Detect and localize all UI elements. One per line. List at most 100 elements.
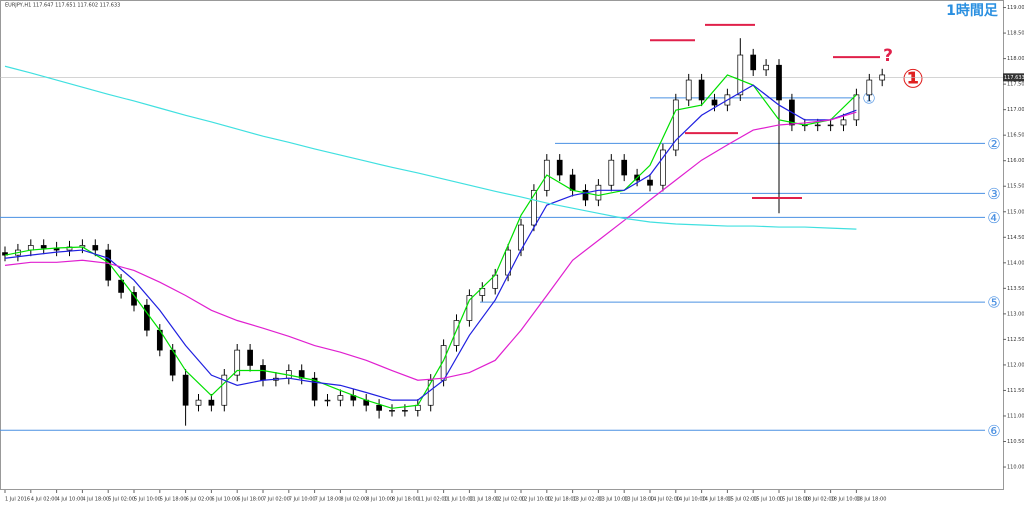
x-tick-label: 4 Jul 18:00 bbox=[82, 497, 109, 503]
candle-body bbox=[608, 159, 615, 186]
y-tick-label: 119.000 bbox=[1007, 5, 1024, 11]
candle-body bbox=[376, 404, 382, 411]
candle-body bbox=[595, 184, 602, 201]
candle-body bbox=[840, 119, 847, 126]
candle-body bbox=[389, 410, 395, 412]
x-tick-label: 13 Jul 18:00 bbox=[624, 497, 654, 503]
y-tick-label: 117.500 bbox=[1007, 82, 1024, 88]
x-tick-label: 4 Jul 10:00 bbox=[57, 497, 84, 503]
x-tick-label: 18 Jul 02:00 bbox=[805, 497, 835, 503]
level-label: ③ bbox=[987, 185, 1000, 203]
x-tick-label: 5 Jul 18:00 bbox=[160, 497, 187, 503]
candle-body bbox=[311, 377, 318, 401]
candle-body bbox=[621, 159, 628, 176]
candle-body bbox=[763, 64, 769, 71]
candle-body bbox=[466, 295, 473, 321]
x-tick-label: 11 Jul 18:00 bbox=[469, 497, 499, 503]
candle-body bbox=[324, 399, 331, 402]
y-tick-label: 115.000 bbox=[1007, 209, 1024, 215]
level-label: ④ bbox=[987, 209, 1000, 227]
x-tick-label: 5 Jul 02:00 bbox=[108, 497, 135, 503]
candle-body bbox=[531, 189, 537, 226]
last-price-label: 117.633 bbox=[1004, 75, 1024, 81]
y-tick-label: 110.000 bbox=[1007, 465, 1024, 471]
candle-body bbox=[737, 54, 744, 96]
scenario-marker: ① bbox=[902, 65, 924, 95]
y-tick-label: 112.500 bbox=[1007, 337, 1024, 343]
y-tick-label: 114.000 bbox=[1007, 260, 1024, 266]
moving-average bbox=[4, 65, 857, 230]
y-tick-label: 116.000 bbox=[1007, 158, 1024, 164]
y-tick-label: 116.500 bbox=[1007, 133, 1024, 139]
candle-body bbox=[685, 79, 692, 101]
x-tick-label: 12 Jul 02:00 bbox=[495, 497, 525, 503]
timeframe-annotation: 1時間足 bbox=[946, 2, 999, 19]
candle-body bbox=[221, 374, 228, 406]
x-tick-label: 6 Jul 02:00 bbox=[186, 497, 213, 503]
x-tick-label: 13 Jul 02:00 bbox=[573, 497, 603, 503]
x-tick-label: 7 Jul 02:00 bbox=[263, 497, 290, 503]
x-tick-label: 14 Jul 10:00 bbox=[676, 497, 706, 503]
candle-body bbox=[234, 349, 241, 376]
moving-average bbox=[4, 74, 857, 409]
candle-body bbox=[827, 124, 834, 127]
y-tick-label: 117.000 bbox=[1007, 107, 1024, 113]
candle-body bbox=[92, 245, 99, 251]
x-tick-label: 11 Jul 10:00 bbox=[444, 497, 474, 503]
y-tick-label: 110.500 bbox=[1007, 439, 1024, 445]
chart-header: EURJPY,H1 117.647 117.651 117.602 117.63… bbox=[5, 3, 120, 9]
x-tick-label: 6 Jul 18:00 bbox=[237, 497, 264, 503]
x-tick-label: 4 Jul 02:00 bbox=[31, 497, 58, 503]
moving-average bbox=[4, 84, 857, 401]
level-label: ⑥ bbox=[987, 422, 1000, 440]
x-tick-label: 12 Jul 18:00 bbox=[547, 497, 577, 503]
x-tick-label: 8 Jul 18:00 bbox=[392, 497, 419, 503]
x-tick-label: 14 Jul 02:00 bbox=[650, 497, 680, 503]
level-label: ⑤ bbox=[987, 294, 1000, 312]
x-tick-label: 18 Jul 18:00 bbox=[856, 497, 886, 503]
candle-body bbox=[260, 365, 266, 381]
candle-body bbox=[750, 54, 757, 71]
candle-body bbox=[402, 410, 408, 412]
y-tick-label: 118.500 bbox=[1007, 31, 1024, 37]
y-tick-label: 111.000 bbox=[1007, 413, 1024, 419]
y-tick-label: 115.500 bbox=[1007, 184, 1024, 190]
candle-body bbox=[698, 79, 705, 101]
x-tick-label: 7 Jul 10:00 bbox=[289, 497, 316, 503]
moving-average bbox=[4, 111, 857, 381]
y-tick-label: 118.000 bbox=[1007, 56, 1024, 62]
x-tick-label: 15 Jul 02:00 bbox=[727, 497, 757, 503]
candle-body bbox=[711, 99, 718, 106]
y-tick-label: 112.000 bbox=[1007, 362, 1024, 368]
x-tick-label: 14 Jul 18:00 bbox=[702, 497, 732, 503]
candle-body bbox=[672, 99, 679, 151]
level-label: ② bbox=[987, 135, 1000, 153]
candle-body bbox=[660, 149, 666, 186]
x-tick-label: 15 Jul 18:00 bbox=[779, 497, 809, 503]
candle-body bbox=[866, 79, 873, 96]
x-tick-label: 8 Jul 02:00 bbox=[340, 497, 367, 503]
x-tick-label: 7 Jul 18:00 bbox=[315, 497, 342, 503]
candle-body bbox=[337, 395, 344, 401]
question-mark: ? bbox=[883, 46, 893, 66]
candle-body bbox=[40, 245, 47, 249]
y-tick-label: 114.500 bbox=[1007, 235, 1024, 241]
candle-body bbox=[814, 124, 821, 127]
x-tick-label: 11 Jul 02:00 bbox=[418, 497, 448, 503]
candle-body bbox=[879, 74, 886, 81]
y-tick-label: 113.000 bbox=[1007, 311, 1024, 317]
candle-body bbox=[195, 399, 202, 406]
candle-body bbox=[182, 374, 189, 406]
candle-body bbox=[118, 279, 124, 293]
y-tick-label: 113.500 bbox=[1007, 286, 1024, 292]
candle-body bbox=[853, 94, 860, 121]
candle-body bbox=[556, 159, 563, 176]
x-tick-label: 12 Jul 10:00 bbox=[521, 497, 551, 503]
x-tick-label: 5 Jul 10:00 bbox=[134, 497, 161, 503]
candle-body bbox=[208, 399, 215, 406]
candle-body bbox=[144, 304, 150, 331]
x-tick-label: 13 Jul 10:00 bbox=[598, 497, 628, 503]
candle-body bbox=[582, 189, 589, 201]
